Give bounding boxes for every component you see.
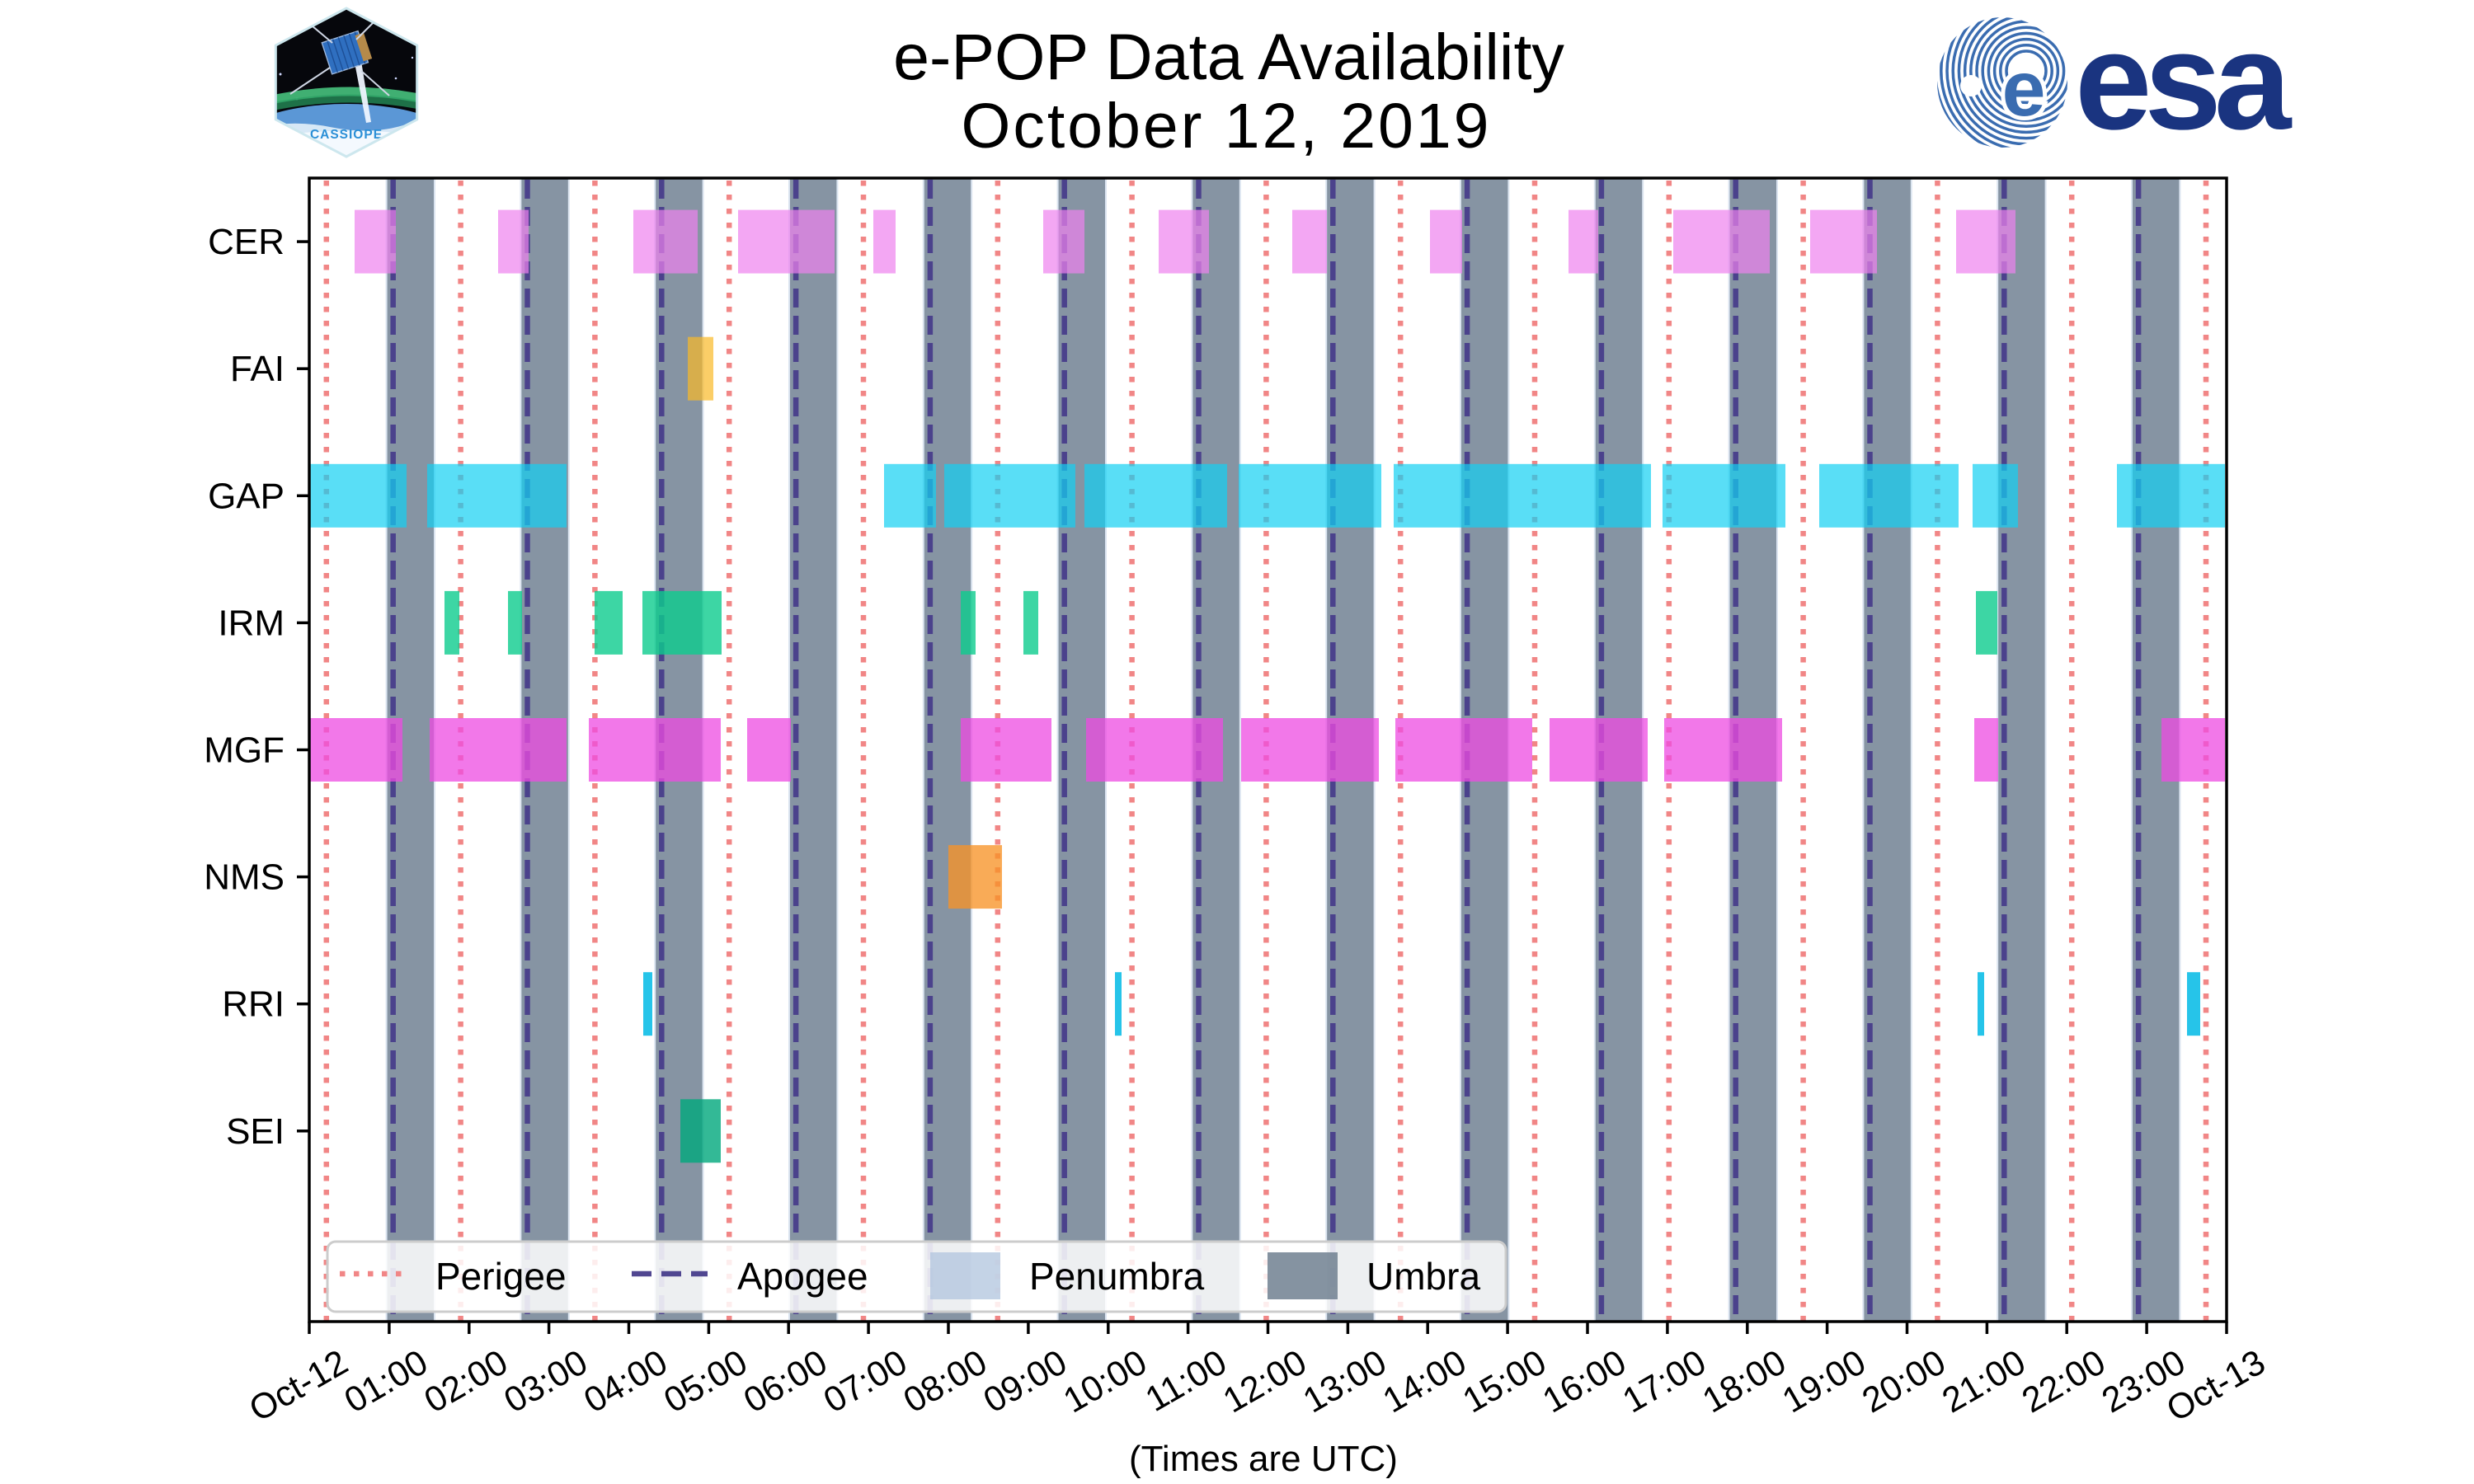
svg-text:Perigee: Perigee (435, 1255, 567, 1298)
svg-text:SEI: SEI (226, 1111, 285, 1152)
svg-text:October 12, 2019: October 12, 2019 (961, 91, 1491, 162)
svg-text:IRM: IRM (218, 603, 285, 643)
svg-text:Umbra: Umbra (1366, 1255, 1480, 1298)
svg-text:RRI: RRI (222, 984, 285, 1025)
svg-text:e: e (2002, 45, 2046, 133)
svg-text:MGF: MGF (204, 730, 285, 771)
svg-text:Penumbra: Penumbra (1029, 1255, 1205, 1298)
svg-text:CER: CER (208, 222, 285, 262)
svg-text:CASSIOPE: CASSIOPE (310, 128, 383, 142)
svg-text:Apogee: Apogee (737, 1255, 868, 1298)
svg-text:FAI: FAI (230, 349, 285, 389)
svg-text:e-POP Data Availability: e-POP Data Availability (893, 20, 1564, 93)
svg-text:esa: esa (2075, 3, 2293, 158)
svg-text:(Times are UTC): (Times are UTC) (1129, 1439, 1398, 1479)
svg-text:NMS: NMS (204, 857, 285, 898)
svg-text:GAP: GAP (208, 476, 285, 516)
